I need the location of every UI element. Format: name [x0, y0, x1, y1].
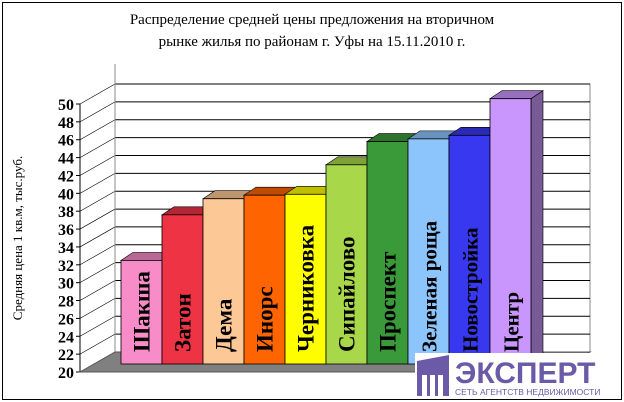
side-gridline	[79, 333, 116, 355]
side-gridline	[79, 208, 116, 230]
bar	[120, 259, 163, 365]
bar-category-label: Зеленая роща	[418, 220, 442, 352]
bar	[202, 198, 245, 365]
y-tick-label: 34	[58, 240, 74, 257]
side-gridline	[79, 226, 116, 248]
bar-category-label: Проспект	[376, 251, 401, 352]
side-gridline	[79, 173, 116, 194]
bar	[325, 164, 368, 365]
y-tick-label: 20	[58, 365, 74, 382]
y-tick-label: 22	[58, 347, 74, 364]
side-gridline	[79, 298, 116, 319]
side-gridline	[79, 137, 116, 158]
y-tick-label: 42	[58, 168, 74, 185]
y-tick-label: 26	[58, 311, 74, 328]
side-gridline	[79, 262, 116, 283]
logo-building-icon: ЭКСПЕРТ СЕТЬ АГЕНТСТВ НЕДВИЖИМОСТИ	[417, 355, 600, 397]
bar-side	[530, 90, 544, 365]
bar-category-label: Новостройка	[459, 227, 483, 352]
side-gridline	[79, 155, 116, 176]
side-gridline	[79, 244, 116, 266]
side-gridline	[79, 280, 116, 301]
side-gridline	[79, 316, 116, 337]
chart-title-line2: рынке жилья по районам г. Уфы на 15.11.2…	[158, 34, 466, 50]
y-tick-label: 38	[58, 204, 74, 221]
bar	[448, 134, 491, 365]
side-gridline	[79, 119, 116, 140]
bar	[161, 214, 204, 365]
bar	[284, 193, 327, 365]
side-gridline	[79, 83, 116, 105]
y-tick-label: 50	[58, 97, 74, 114]
y-tick-label: 48	[58, 115, 74, 132]
bar-category-label: Центр	[500, 292, 524, 352]
y-tick-label: 32	[58, 258, 74, 275]
expert-logo: ЭКСПЕРТ СЕТЬ АГЕНТСТВ НЕДВИЖИМОСТИ	[415, 353, 607, 398]
y-tick-label: 30	[58, 276, 74, 293]
y-tick-label: 46	[58, 133, 74, 150]
bar-category-label: Сипайлово	[335, 237, 360, 352]
y-tick-label: 28	[58, 294, 74, 311]
chart-title-line1: Распределение средней цены предложения н…	[129, 12, 495, 28]
bar-category-label: Дема	[212, 298, 237, 352]
svg-text:СЕТЬ АГЕНТСТВ НЕДВИЖИМОСТИ: СЕТЬ АГЕНТСТВ НЕДВИЖИМОСТИ	[455, 387, 600, 397]
y-tick-label: 40	[58, 186, 74, 203]
y-tick-label: 44	[58, 151, 74, 168]
bar	[243, 194, 286, 365]
svg-text:ЭКСПЕРТ: ЭКСПЕРТ	[455, 357, 595, 390]
bar-category-label: Инорс	[253, 286, 278, 352]
bar-category-label: Черниковка	[294, 224, 319, 352]
y-tick-label: 36	[58, 222, 74, 239]
bar-category-label: Затон	[171, 293, 196, 352]
bar	[366, 141, 409, 365]
y-tick-label: 24	[58, 329, 74, 346]
side-gridline	[79, 101, 116, 123]
bar-category-label: Шакша	[130, 271, 155, 352]
side-gridline	[79, 190, 116, 212]
